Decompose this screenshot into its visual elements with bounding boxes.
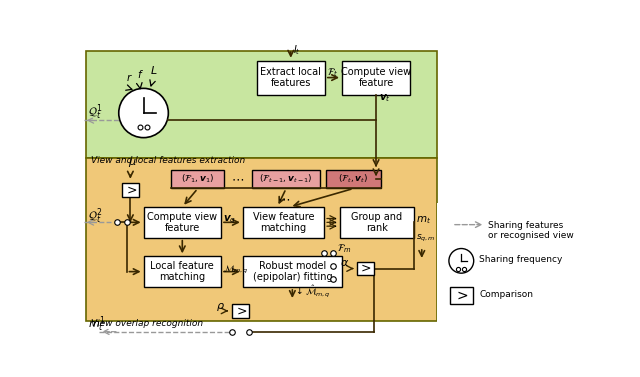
Bar xyxy=(356,262,374,276)
Text: $m^1_t$: $m^1_t$ xyxy=(88,315,106,334)
Text: $r$: $r$ xyxy=(127,72,133,83)
Text: Group and
rank: Group and rank xyxy=(351,211,403,233)
Bar xyxy=(342,61,410,95)
Text: $\downarrow\hat{\mathcal{M}}_{m,q}$: $\downarrow\hat{\mathcal{M}}_{m,q}$ xyxy=(294,284,331,299)
Bar xyxy=(326,170,381,188)
Text: $\boldsymbol{v}_q$: $\boldsymbol{v}_q$ xyxy=(223,214,237,226)
Text: $\mathcal{Q}^2_t$: $\mathcal{Q}^2_t$ xyxy=(88,206,102,226)
Text: $\mathcal{F}_m$: $\mathcal{F}_m$ xyxy=(337,242,352,254)
Text: Robust model
(epipolar) fitting: Robust model (epipolar) fitting xyxy=(253,261,332,282)
Text: $s_{q,m}$: $s_{q,m}$ xyxy=(415,233,435,244)
Text: $\cdots$: $\cdots$ xyxy=(277,193,290,206)
Bar xyxy=(340,207,414,238)
Text: $>$: $>$ xyxy=(454,288,468,302)
Text: $(\mathcal{F}_{t-1}, \boldsymbol{v}_{t-1})$: $(\mathcal{F}_{t-1}, \boldsymbol{v}_{t-1… xyxy=(259,173,313,185)
Text: View and local features extraction: View and local features extraction xyxy=(91,156,245,165)
Text: Sharing frequency: Sharing frequency xyxy=(479,256,563,264)
Text: $\cdots$: $\cdots$ xyxy=(231,173,244,186)
Text: $\rho$: $\rho$ xyxy=(216,300,225,313)
Text: Extract local
features: Extract local features xyxy=(260,67,321,88)
Circle shape xyxy=(119,88,168,138)
Bar xyxy=(86,158,436,321)
Bar xyxy=(257,61,325,95)
Bar xyxy=(122,183,139,197)
Text: Compute view
feature: Compute view feature xyxy=(147,211,218,233)
Text: $(\mathcal{F}_1, \boldsymbol{v}_1)$: $(\mathcal{F}_1, \boldsymbol{v}_1)$ xyxy=(181,173,214,185)
Text: $>$: $>$ xyxy=(124,184,137,196)
Text: $\vdots$: $\vdots$ xyxy=(330,216,337,229)
Text: $I_t$: $I_t$ xyxy=(293,43,301,57)
Text: $f$: $f$ xyxy=(138,67,144,80)
Text: $>$: $>$ xyxy=(358,262,372,275)
Text: $m_t$: $m_t$ xyxy=(417,215,431,226)
Bar xyxy=(243,256,342,287)
Bar xyxy=(143,256,221,287)
Bar xyxy=(86,51,436,158)
Text: $\boldsymbol{v}_t$: $\boldsymbol{v}_t$ xyxy=(379,93,391,104)
Bar xyxy=(172,170,224,188)
Circle shape xyxy=(449,248,474,273)
Text: View feature
matching: View feature matching xyxy=(253,211,314,233)
Text: $\mathcal{F}_t$: $\mathcal{F}_t$ xyxy=(327,66,339,79)
Bar xyxy=(450,287,473,304)
Text: $\mu$: $\mu$ xyxy=(128,156,137,169)
Text: View overlap recognition: View overlap recognition xyxy=(91,319,203,328)
Text: $\mathcal{M}_{m,q}$: $\mathcal{M}_{m,q}$ xyxy=(223,264,248,276)
Bar xyxy=(243,207,324,238)
Text: $>$: $>$ xyxy=(234,304,247,317)
Text: Comparison: Comparison xyxy=(479,290,533,299)
Text: $L$: $L$ xyxy=(150,64,157,77)
Text: Compute view
feature: Compute view feature xyxy=(341,67,411,88)
Bar xyxy=(232,304,249,318)
Bar xyxy=(143,207,221,238)
Text: $\alpha$: $\alpha$ xyxy=(340,258,349,268)
Bar xyxy=(436,203,576,336)
Text: $\mathcal{Q}^1_t$: $\mathcal{Q}^1_t$ xyxy=(88,103,102,123)
Bar xyxy=(252,170,320,188)
Text: Local feature
matching: Local feature matching xyxy=(150,261,214,282)
Text: $(\mathcal{F}_t, \boldsymbol{v}_t)$: $(\mathcal{F}_t, \boldsymbol{v}_t)$ xyxy=(339,173,369,185)
Text: Sharing features
or recognised view: Sharing features or recognised view xyxy=(488,221,574,240)
